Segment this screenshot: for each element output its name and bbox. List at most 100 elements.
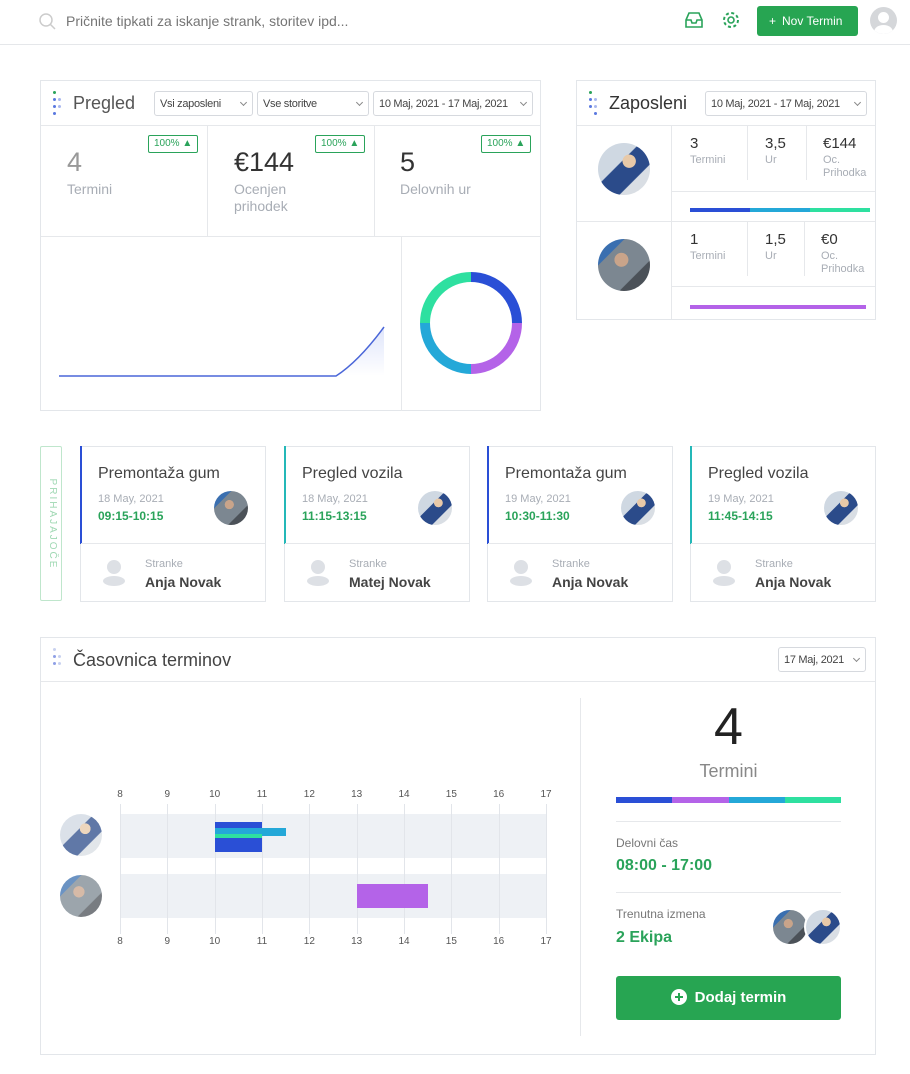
hour-tick-top: 14 bbox=[398, 789, 410, 800]
color-bar-segment bbox=[616, 797, 673, 803]
user-avatar[interactable] bbox=[870, 7, 897, 34]
gridline bbox=[404, 804, 405, 934]
employees-date-select[interactable]: 10 Maj, 2021 - 17 Maj, 2021 bbox=[705, 91, 867, 116]
employee-hours: 3,5 bbox=[765, 135, 786, 152]
employee-hours: 1,5 bbox=[765, 231, 786, 248]
upcoming-label: PRIHAJAJOČE bbox=[47, 478, 58, 570]
employee-hours-label: Ur bbox=[765, 250, 777, 262]
employee-bar bbox=[690, 208, 870, 212]
chevron-down-icon bbox=[355, 98, 364, 107]
stat-value: 5 bbox=[400, 147, 416, 177]
appointment-time: 11:45-14:15 bbox=[708, 509, 773, 523]
services-select[interactable]: Vse storitve bbox=[257, 91, 369, 116]
overview-card: Pregled Vsi zaposleni Vse storitve 10 Ma… bbox=[40, 80, 541, 411]
date-range-select[interactable]: 10 Maj, 2021 - 17 Maj, 2021 bbox=[373, 91, 533, 116]
employees-select[interactable]: Vsi zaposleni bbox=[154, 91, 253, 116]
timeline-row bbox=[120, 874, 546, 918]
customer-label: Stranke bbox=[755, 558, 793, 570]
employees-select-value: Vsi zaposleni bbox=[160, 98, 221, 110]
drag-handle-icon[interactable] bbox=[53, 648, 61, 670]
hour-tick-bottom: 13 bbox=[351, 936, 363, 947]
employee-bar-segment bbox=[690, 208, 750, 212]
plus-icon: + bbox=[769, 14, 777, 28]
stat-badge: 100% ▲ bbox=[481, 135, 532, 153]
employee-avatar bbox=[824, 491, 858, 525]
appointment-date: 19 May, 2021 bbox=[505, 493, 571, 505]
drag-handle-icon[interactable] bbox=[589, 91, 597, 115]
appointment-title: Premontaža gum bbox=[505, 465, 627, 482]
gridline bbox=[167, 804, 169, 934]
donut-slice bbox=[420, 322, 472, 374]
upcoming-appointment-card[interactable]: Premontaža gum 19 May, 2021 10:30-11:30 … bbox=[487, 446, 673, 602]
gridline bbox=[356, 804, 358, 934]
hour-tick-bottom: 14 bbox=[398, 936, 410, 947]
inbox-icon[interactable] bbox=[684, 11, 704, 29]
appointments-count-label: Termini bbox=[699, 761, 758, 781]
hour-tick-bottom: 16 bbox=[493, 936, 505, 947]
date-range-value: 10 Maj, 2021 - 17 Maj, 2021 bbox=[379, 98, 508, 110]
customer-name: Matej Novak bbox=[349, 574, 431, 590]
upcoming-appointment-card[interactable]: Premontaža gum 18 May, 2021 09:15-10:15 … bbox=[80, 446, 266, 602]
appointment-bar[interactable] bbox=[356, 884, 428, 908]
customer-name: Anja Novak bbox=[755, 574, 832, 590]
appointment-date: 18 May, 2021 bbox=[98, 493, 164, 505]
hour-tick-top: 11 bbox=[256, 789, 268, 800]
appointment-bar[interactable] bbox=[214, 828, 286, 836]
add-appointment-button[interactable]: Dodaj termin bbox=[616, 976, 841, 1020]
shift-value: 2 Ekipa bbox=[616, 929, 673, 946]
appointment-time: 10:30-11:30 bbox=[505, 509, 570, 523]
hour-tick-bottom: 17 bbox=[540, 936, 552, 947]
gear-icon[interactable] bbox=[721, 10, 741, 30]
customer-label: Stranke bbox=[145, 558, 183, 570]
services-select-value: Vse storitve bbox=[263, 98, 317, 110]
timeline-title: Časovnica terminov bbox=[73, 650, 232, 670]
color-bar-segment bbox=[672, 797, 729, 803]
customer-label: Stranke bbox=[552, 558, 590, 570]
appointment-bar[interactable] bbox=[214, 834, 262, 838]
hour-tick-bottom: 12 bbox=[303, 936, 315, 947]
plus-circle-icon bbox=[670, 989, 687, 1005]
overview-title: Pregled bbox=[73, 93, 136, 113]
hour-tick-bottom: 9 bbox=[164, 936, 171, 947]
stat-appointments: 100% ▲ 4 Termini bbox=[41, 125, 207, 236]
appointment-date: 18 May, 2021 bbox=[302, 493, 368, 505]
employee-avatar bbox=[60, 814, 102, 856]
gridline bbox=[214, 804, 216, 934]
new-appointment-label: Nov Termin bbox=[782, 14, 843, 28]
drag-handle-icon[interactable] bbox=[53, 91, 61, 115]
employee-avatar bbox=[598, 239, 650, 291]
search-input[interactable] bbox=[66, 10, 466, 32]
customer-name: Anja Novak bbox=[552, 574, 629, 590]
stat-badge: 100% ▲ bbox=[315, 135, 366, 153]
customer-icon bbox=[103, 560, 125, 588]
customer-label: Stranke bbox=[349, 558, 387, 570]
timeline-date-select[interactable]: 17 Maj, 2021 bbox=[778, 647, 866, 672]
chevron-down-icon bbox=[853, 98, 862, 107]
employee-appointments-label: Termini bbox=[690, 154, 726, 166]
appointments-color-bar bbox=[616, 797, 841, 803]
customer-icon bbox=[713, 560, 735, 588]
hour-tick-top: 16 bbox=[493, 789, 505, 800]
employee-bar-segment bbox=[750, 208, 810, 212]
new-appointment-button[interactable]: + Nov Termin bbox=[757, 6, 858, 36]
upcoming-appointment-card[interactable]: Pregled vozila 18 May, 2021 11:15-13:15 … bbox=[284, 446, 470, 602]
gridline bbox=[309, 804, 311, 934]
employee-revenue: €0 bbox=[821, 231, 838, 248]
donut-slice bbox=[470, 322, 522, 374]
upcoming-appointment-card[interactable]: Pregled vozila 19 May, 2021 11:45-14:15 … bbox=[690, 446, 876, 602]
hour-tick-bottom: 8 bbox=[117, 936, 123, 947]
stat-hours: 100% ▲ 5 Delovnih ur bbox=[374, 125, 540, 236]
employee-row[interactable]: 3 Termini 3,5 Ur €144 Oc. Prihodka bbox=[577, 125, 875, 221]
appointment-title: Premontaža gum bbox=[98, 465, 220, 482]
search-icon bbox=[39, 13, 56, 30]
chevron-down-icon bbox=[519, 98, 528, 107]
trend-line-chart bbox=[59, 326, 385, 377]
gridline bbox=[498, 804, 500, 934]
color-bar-segment bbox=[728, 797, 785, 803]
stat-revenue: 100% ▲ €144 Ocenjen prihodek bbox=[207, 125, 374, 236]
hour-tick-top: 17 bbox=[540, 789, 552, 800]
employee-hours-label: Ur bbox=[765, 154, 777, 166]
employee-row[interactable]: 1 Termini 1,5 Ur €0 Oc. Prihodka bbox=[577, 221, 875, 317]
employee-avatar bbox=[60, 875, 102, 917]
donut-chart bbox=[420, 272, 522, 374]
